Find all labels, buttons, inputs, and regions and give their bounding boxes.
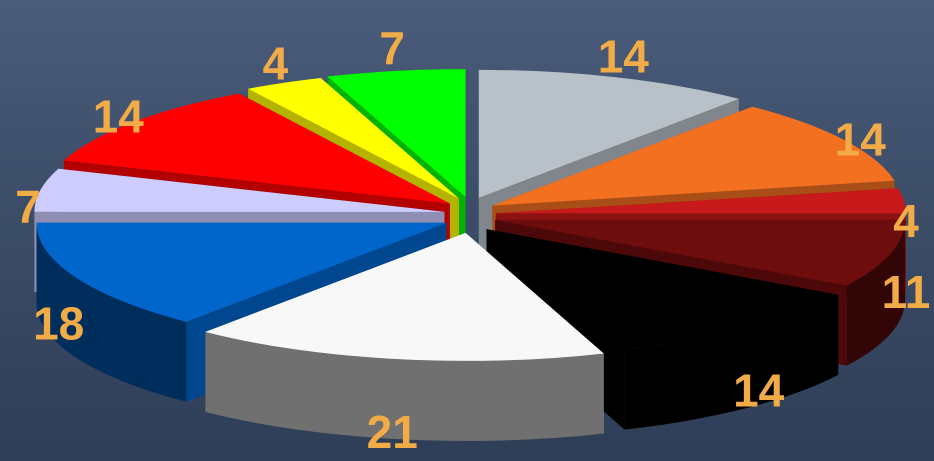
slice-value-label-9: 14 [93, 90, 145, 142]
slice-value-label-1: 14 [598, 30, 650, 82]
slice-value-label-4: 11 [882, 266, 931, 318]
slice-value-label-8: 7 [15, 181, 41, 233]
slice-value-label-6: 21 [367, 406, 418, 458]
slice-value-label-3: 4 [893, 195, 919, 247]
slice-value-label-5: 14 [733, 365, 785, 417]
pie-slice-6 [205, 232, 604, 441]
slice-value-label-10: 4 [263, 38, 289, 90]
slice-value-label-2: 14 [835, 114, 887, 166]
slice-value-label-7: 18 [33, 297, 84, 349]
slice-value-label-11: 7 [379, 22, 405, 74]
